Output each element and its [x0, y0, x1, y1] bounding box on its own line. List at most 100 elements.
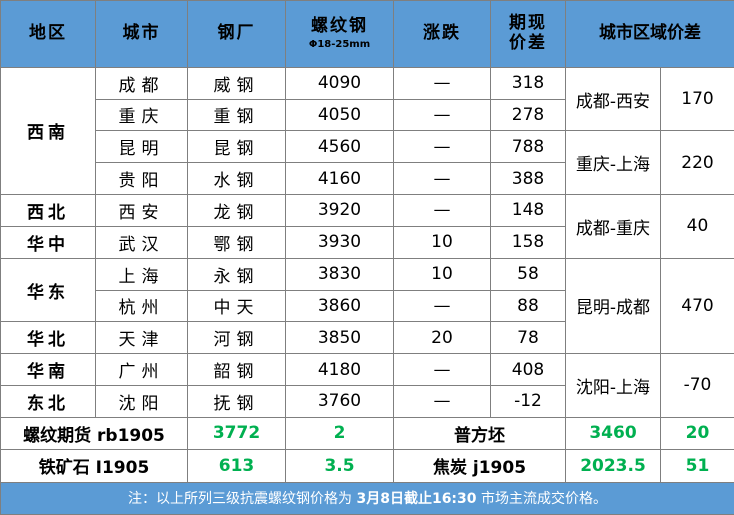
city-cell: 武汉: [95, 225, 188, 259]
spread-value-cell: -70: [660, 353, 734, 418]
header-city-spread: 城市区域价差: [565, 0, 734, 68]
price-cell: 3920: [285, 194, 394, 227]
basis-cell: 88: [490, 289, 566, 323]
city-cell: 重庆: [95, 98, 188, 132]
price-cell: 4050: [285, 98, 394, 132]
region-cell: 西南: [0, 66, 96, 196]
price-cell: 3830: [285, 257, 394, 291]
header-basis-line1: 期现: [509, 13, 547, 34]
basis-cell: 408: [490, 353, 566, 386]
basis-cell: -12: [490, 384, 566, 418]
basis-cell: 158: [490, 225, 566, 259]
mill-cell: 鄂钢: [187, 225, 286, 259]
city-cell: 成都: [95, 66, 188, 100]
region-cell: 华中: [0, 225, 96, 259]
futures-price2-cell: 2023.5: [565, 449, 661, 483]
table-row: 华中 武汉 鄂钢 3930 10 158: [0, 225, 734, 259]
change-cell: 10: [393, 257, 491, 291]
change-cell: 20: [393, 321, 491, 355]
table-row: 昆明 昆钢 4560 — 788 重庆-上海 220: [1, 130, 734, 196]
header-city: 城市: [95, 0, 188, 68]
mill-cell: 抚钢: [187, 384, 286, 418]
city-cell: 杭州: [95, 289, 188, 323]
price-cell: 3850: [285, 321, 394, 355]
change-cell: —: [393, 353, 491, 386]
futures-name-cell: 螺纹期货 rb1905: [0, 416, 188, 451]
basis-cell: 278: [490, 98, 566, 132]
table-row: 华东 上海 永钢 3830 10 58 昆明-成都 470: [0, 257, 734, 355]
mill-cell: 水钢: [187, 162, 286, 196]
header-rebar-label: 螺纹钢: [311, 16, 368, 37]
basis-cell: 388: [490, 162, 566, 196]
change-cell: —: [393, 98, 491, 132]
header-region: 地区: [0, 0, 96, 68]
region-cell: 华南: [0, 353, 96, 386]
note-row: 注：以上所列三级抗震螺纹钢价格为 3月8日截止16:30 市场主流成交价格。: [0, 481, 734, 515]
table-row: 贵阳 水钢 4160 — 388: [1, 162, 734, 196]
region-cell: 东北: [0, 384, 96, 418]
futures-name-cell: 铁矿石 I1905: [0, 449, 188, 483]
header-basis-line2: 价差: [509, 32, 547, 53]
futures-price-cell: 3772: [187, 416, 286, 451]
table-row: 华南 广州 韶钢 4180 — 408 沈阳-上海 -70: [0, 353, 734, 418]
price-cell: 4090: [285, 66, 394, 100]
mill-cell: 昆钢: [187, 130, 286, 164]
note-date: 3月8日截止16:30: [356, 491, 477, 508]
futures-name2-cell: 普方坯: [393, 416, 566, 451]
header-rebar-spec: Φ18-25mm: [308, 38, 371, 50]
header-rebar: 螺纹钢 Φ18-25mm: [285, 0, 394, 68]
mill-cell: 龙钢: [187, 194, 286, 227]
mill-cell: 永钢: [187, 257, 286, 291]
price-cell: 4160: [285, 162, 394, 196]
mill-cell: 中天: [187, 289, 286, 323]
basis-cell: 318: [490, 66, 566, 100]
price-cell: 3930: [285, 225, 394, 259]
table-row: 华北 天津 河钢 3850 20 78: [0, 321, 734, 355]
note-suffix: 市场主流成交价格。: [476, 491, 607, 508]
spread-value-cell: 170: [660, 66, 734, 132]
header-change: 涨跌: [393, 0, 491, 68]
change-cell: —: [393, 289, 491, 323]
change-cell: —: [393, 130, 491, 164]
spread-pair-cell: 成都-重庆: [565, 194, 661, 259]
header-mill: 钢厂: [187, 0, 286, 68]
table-row: 西北 西安 龙钢 3920 — 148 成都-重庆 40: [0, 194, 734, 259]
spread-pair-cell: 昆明-成都: [565, 257, 661, 355]
region-cell: 华东: [0, 257, 96, 323]
city-cell: 天津: [95, 321, 188, 355]
table-row: 西南 成都 威钢 4090 — 318 成都-西安 170: [0, 66, 734, 196]
futures-name2-cell: 焦炭 j1905: [393, 449, 566, 483]
city-cell: 贵阳: [95, 162, 188, 196]
change-cell: 10: [393, 225, 491, 259]
city-cell: 沈阳: [95, 384, 188, 418]
basis-cell: 148: [490, 194, 566, 227]
change-cell: —: [393, 162, 491, 196]
basis-cell: 58: [490, 257, 566, 291]
futures-change-cell: 3.5: [285, 449, 394, 483]
city-cell: 上海: [95, 257, 188, 291]
note-cell: 注：以上所列三级抗震螺纹钢价格为 3月8日截止16:30 市场主流成交价格。: [0, 481, 734, 515]
spread-value-cell: 40: [660, 194, 734, 259]
basis-cell: 788: [490, 130, 566, 164]
city-cell: 广州: [95, 353, 188, 386]
region-cell: 华北: [0, 321, 96, 355]
futures-change2-cell: 51: [660, 449, 734, 483]
spread-value-cell: 470: [660, 257, 734, 355]
change-cell: —: [393, 194, 491, 227]
spread-pair-cell: 重庆-上海: [565, 130, 661, 196]
price-cell: 4180: [285, 353, 394, 386]
table-row: 杭州 中天 3860 — 88: [1, 289, 734, 323]
note-prefix: 注：以上所列三级抗震螺纹钢价格为: [128, 491, 357, 508]
header-row: 地区 城市 钢厂 螺纹钢 Φ18-25mm 涨跌 期现 价差 城市区域价差: [0, 0, 734, 68]
price-cell: 4560: [285, 130, 394, 164]
mill-cell: 重钢: [187, 98, 286, 132]
price-cell: 3760: [285, 384, 394, 418]
table-row: 重庆 重钢 4050 — 278: [1, 98, 734, 132]
futures-row: 铁矿石 I1905 613 3.5 焦炭 j1905 2023.5 51: [0, 449, 734, 483]
header-basis: 期现 价差: [490, 0, 566, 68]
futures-price-cell: 613: [187, 449, 286, 483]
mill-cell: 威钢: [187, 66, 286, 100]
price-cell: 3860: [285, 289, 394, 323]
change-cell: —: [393, 384, 491, 418]
